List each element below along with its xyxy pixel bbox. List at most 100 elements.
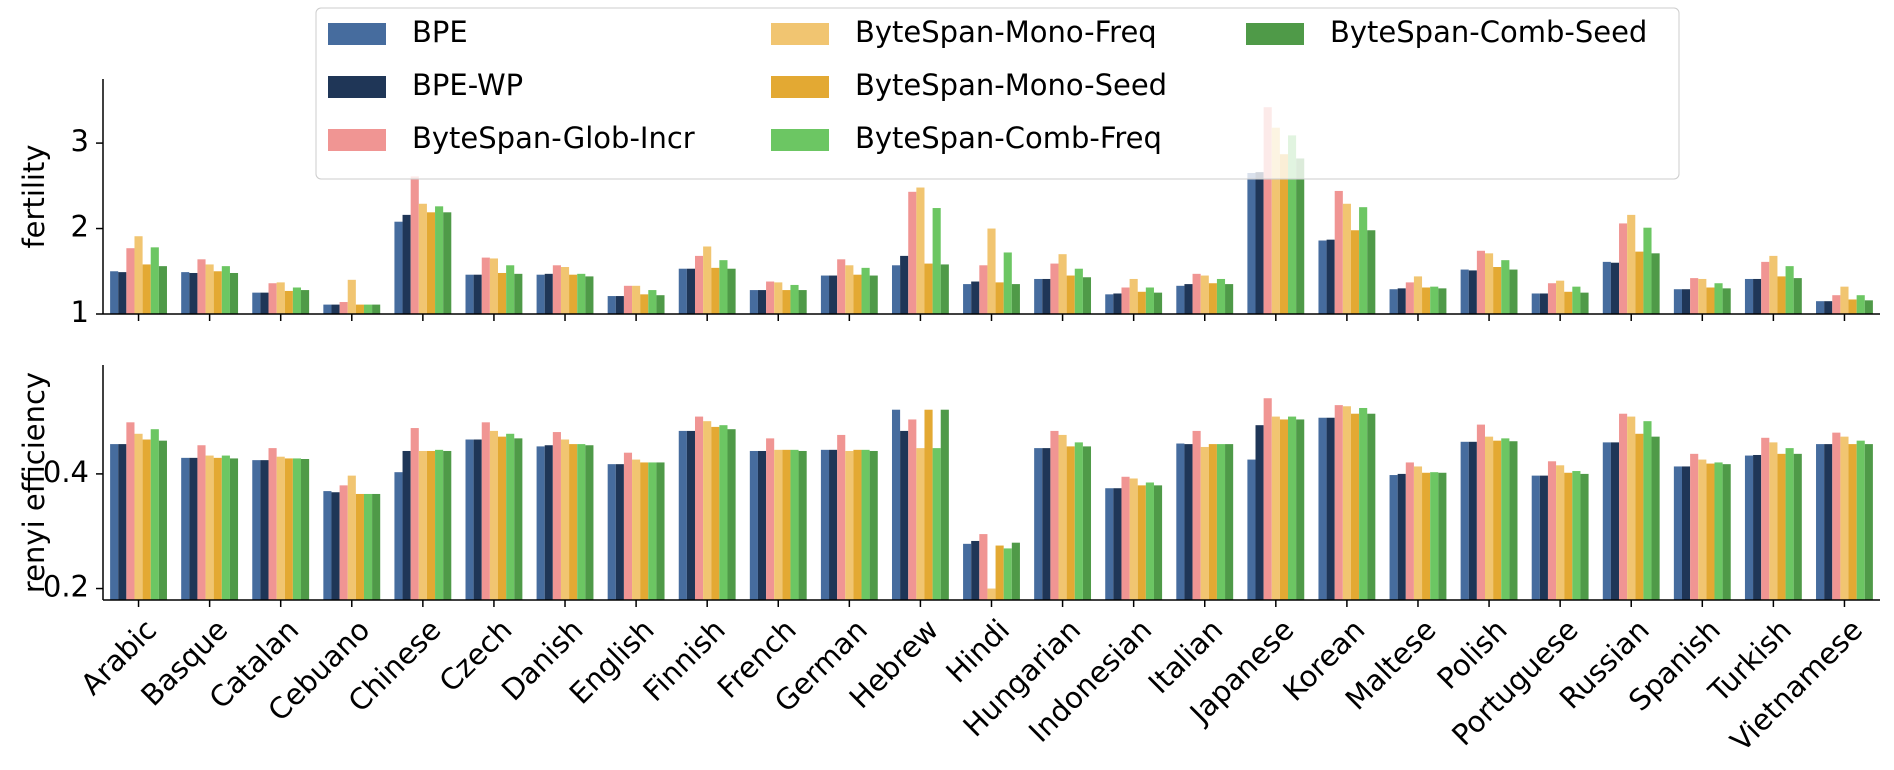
bar: [1247, 173, 1256, 314]
bar: [443, 450, 452, 600]
bar: [1271, 127, 1280, 314]
bar: [1651, 436, 1660, 600]
bar: [1058, 254, 1067, 314]
bar: [418, 203, 427, 314]
bar: [158, 440, 167, 600]
bar: [331, 492, 340, 600]
bar: [979, 534, 988, 600]
bar: [1367, 413, 1376, 600]
bar: [1326, 239, 1335, 314]
bar: [1468, 441, 1477, 600]
bar: [1438, 472, 1447, 600]
bar: [719, 425, 728, 600]
bar: [1753, 454, 1762, 600]
bar: [1580, 473, 1589, 600]
bar: [607, 464, 616, 600]
bar: [798, 290, 807, 314]
bar: [1350, 230, 1360, 314]
bar: [678, 430, 687, 600]
bar: [560, 439, 570, 600]
bar: [1476, 250, 1485, 314]
bar: [536, 274, 545, 314]
bar: [1501, 438, 1510, 600]
bar: [757, 450, 767, 600]
bar: [995, 282, 1004, 314]
bar: [1785, 266, 1794, 314]
bar: [1042, 448, 1051, 600]
legend-swatch: [1246, 23, 1304, 45]
bar: [1074, 268, 1083, 314]
bar: [1082, 446, 1092, 600]
bar: [1176, 443, 1185, 600]
bar: [1389, 475, 1398, 600]
bar: [1460, 269, 1469, 314]
bar: [363, 493, 373, 600]
bar: [142, 439, 151, 600]
bar: [916, 448, 925, 600]
bar: [686, 268, 695, 314]
bar: [987, 228, 996, 314]
bar: [1422, 287, 1431, 314]
bar: [1864, 300, 1873, 314]
legend-label: ByteSpan-Comb-Seed: [1330, 15, 1647, 49]
bar: [1271, 416, 1280, 600]
bar: [339, 302, 348, 314]
bar: [213, 271, 222, 314]
y-tick-label: 0.2: [43, 570, 89, 604]
bar: [1288, 135, 1297, 314]
bar: [766, 438, 775, 600]
bar: [544, 445, 553, 600]
bar: [971, 281, 980, 314]
bar: [1263, 107, 1272, 314]
bar: [1832, 432, 1841, 600]
bar: [1753, 278, 1762, 314]
bar: [1556, 280, 1565, 314]
legend-label: ByteSpan-Glob-Incr: [412, 121, 695, 155]
bar: [1572, 286, 1581, 314]
bar: [1413, 276, 1423, 314]
legend-swatch: [328, 129, 386, 151]
bar: [632, 459, 641, 600]
bar: [782, 290, 791, 314]
bar: [1050, 430, 1059, 600]
legend-label: BPE-WP: [412, 68, 523, 102]
bar: [1619, 223, 1628, 314]
bar: [1722, 464, 1731, 600]
bar: [1547, 283, 1557, 314]
bar: [1296, 419, 1305, 600]
bar: [481, 422, 490, 600]
bar: [1279, 154, 1289, 314]
bar: [829, 449, 838, 600]
bar: [1643, 421, 1652, 600]
bar: [394, 472, 403, 600]
bar: [292, 287, 302, 314]
bar: [1137, 291, 1146, 314]
bar: [1493, 440, 1502, 600]
bar: [331, 304, 340, 314]
bar: [1824, 444, 1833, 600]
bar: [1263, 398, 1272, 600]
bar: [1296, 158, 1305, 314]
bar: [1777, 453, 1786, 600]
bar: [869, 450, 878, 600]
bar: [1698, 459, 1707, 600]
bar: [473, 439, 482, 600]
bar: [292, 458, 302, 600]
bar: [355, 304, 364, 314]
bar: [1744, 455, 1754, 600]
bar: [853, 274, 862, 314]
bar: [711, 267, 720, 314]
bar: [473, 274, 482, 314]
bar: [1050, 263, 1059, 314]
bar: [1673, 466, 1682, 600]
bar: [932, 448, 941, 600]
bar: [648, 290, 657, 314]
bar: [1864, 444, 1873, 600]
bar: [181, 272, 190, 314]
bar: [1153, 485, 1163, 600]
bar: [1003, 548, 1012, 600]
bar: [435, 449, 444, 600]
bar: [268, 283, 277, 314]
bar: [536, 446, 545, 600]
bar: [1580, 292, 1589, 314]
